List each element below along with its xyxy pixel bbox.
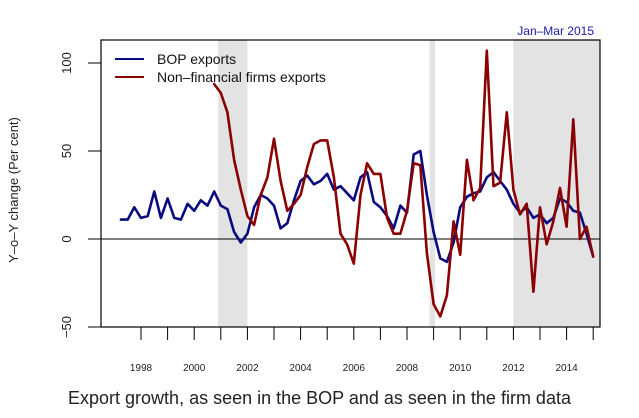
x-tick-label: 2002 xyxy=(236,363,259,374)
x-tick-label: 2006 xyxy=(343,363,366,374)
legend: BOP exports Non–financial firms exports xyxy=(115,51,326,85)
y-tick-label: 0 xyxy=(59,235,74,242)
x-tick-label: 2010 xyxy=(449,363,472,374)
bop-exports-line xyxy=(119,149,595,264)
x-tick-label: 2014 xyxy=(555,363,578,374)
y-axis-title: Y–o–Y change (Per cent) xyxy=(6,117,21,263)
firms-exports-line xyxy=(212,49,595,318)
x-tick-label: 2004 xyxy=(289,363,312,374)
legend-label-bop: BOP exports xyxy=(157,51,236,67)
x-axis: 1998 2000 2002 2004 2006 2008 2010 2012 2014 xyxy=(130,327,594,374)
period-annotation: Jan–Mar 2015 xyxy=(517,24,594,38)
shaded-period-2 xyxy=(513,40,600,327)
y-axis: −50 0 50 100 xyxy=(59,52,101,338)
chart-caption: Export growth, as seen in the BOP and as… xyxy=(68,388,571,408)
x-tick-label: 2012 xyxy=(502,363,525,374)
x-tick-label: 2008 xyxy=(396,363,419,374)
legend-label-firms: Non–financial firms exports xyxy=(157,69,326,85)
y-tick-label: −50 xyxy=(59,316,74,338)
shaded-period-1 xyxy=(429,40,435,327)
series-lines xyxy=(119,49,595,318)
shaded-periods xyxy=(218,40,600,327)
shaded-period-0 xyxy=(218,40,248,327)
plot-frame xyxy=(100,39,601,328)
x-tick-label: 2000 xyxy=(183,363,206,374)
x-tick-label: 1998 xyxy=(130,363,153,374)
y-tick-label: 50 xyxy=(59,144,74,158)
y-tick-label: 100 xyxy=(59,52,74,74)
